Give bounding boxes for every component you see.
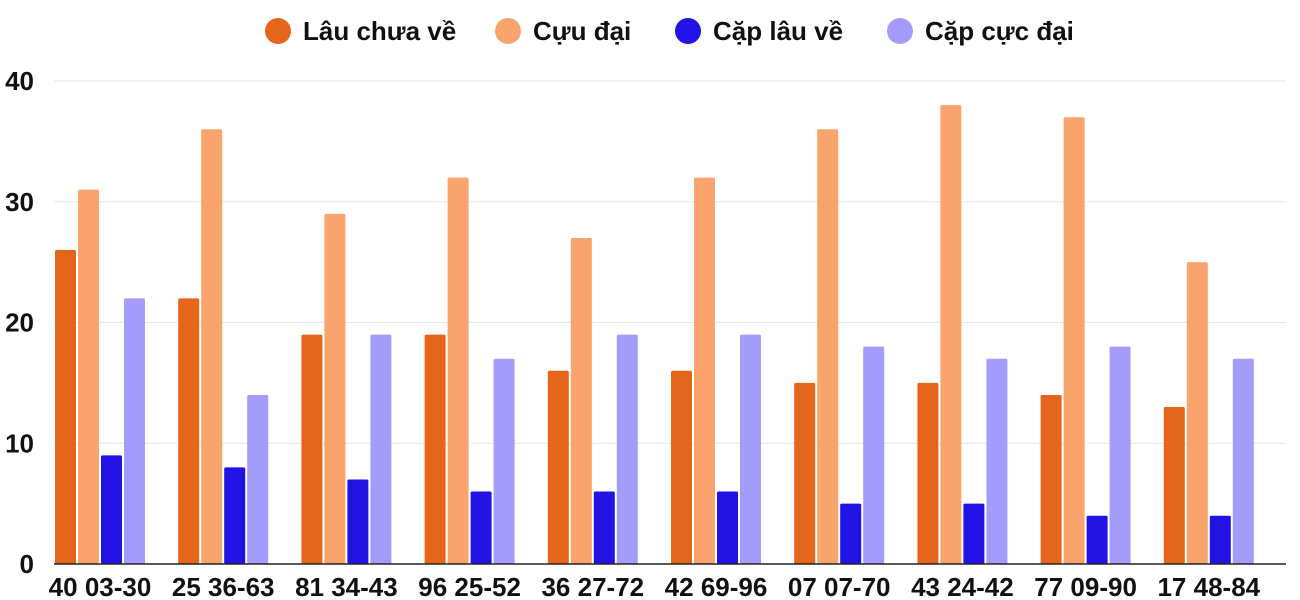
y-axis-ticks: 0 10 20 30 40	[5, 66, 34, 579]
x-category-label: 77 09-90	[1034, 572, 1137, 600]
bar	[224, 467, 246, 564]
bar	[1109, 346, 1131, 564]
bar	[1209, 515, 1231, 564]
bar	[671, 370, 692, 564]
y-tick-label: 0	[20, 549, 34, 579]
bar-group	[794, 129, 885, 565]
legend-swatch	[495, 18, 521, 44]
bar	[178, 298, 200, 564]
legend-label: Cặp cực đại	[925, 16, 1074, 46]
bar-group	[1163, 262, 1254, 564]
bar	[1186, 262, 1208, 564]
bar	[740, 334, 761, 564]
legend-item: Cặp lâu về	[675, 16, 843, 46]
legend-swatch	[265, 18, 291, 44]
bar	[840, 503, 862, 564]
bar	[963, 503, 985, 564]
y-tick-label: 10	[5, 428, 34, 458]
bar	[717, 491, 738, 564]
bar	[247, 394, 269, 564]
bar	[1163, 407, 1185, 564]
legend: Lâu chưa về Cựu đại Cặp lâu về Cặp cực đại	[265, 16, 1074, 46]
bar	[55, 250, 76, 565]
bar-group	[424, 177, 515, 564]
bar	[593, 491, 615, 564]
bar-group	[1040, 117, 1131, 564]
x-axis-category-labels: 40 03-30 25 36-63 81 34-43 96 25-52 36 27-72…	[49, 572, 1261, 600]
bar	[863, 346, 885, 564]
legend-label: Lâu chưa về	[303, 16, 456, 46]
bar	[470, 491, 492, 564]
x-category-label: 96 25-52	[418, 572, 521, 600]
bar	[817, 129, 839, 565]
bar	[101, 455, 122, 564]
legend-item: Cựu đại	[495, 16, 631, 46]
x-category-label: 17 48-84	[1157, 572, 1260, 600]
x-category-label: 81 34-43	[295, 572, 398, 600]
x-category-label: 43 24-42	[911, 572, 1014, 600]
legend-label: Cựu đại	[533, 16, 631, 46]
bar	[1040, 394, 1062, 564]
bar	[940, 105, 962, 565]
bar	[370, 334, 392, 564]
bar-group	[547, 237, 638, 564]
legend-label: Cặp lâu về	[713, 16, 843, 46]
bar	[201, 129, 223, 565]
x-category-label: 07 07-70	[788, 572, 891, 600]
bar-group	[671, 177, 761, 564]
bar	[616, 334, 638, 564]
bar	[1063, 117, 1085, 564]
legend-swatch	[675, 18, 701, 44]
bar	[493, 358, 515, 564]
y-tick-label: 40	[5, 66, 34, 96]
bar	[347, 479, 369, 564]
bar	[447, 177, 469, 564]
x-category-label: 40 03-30	[49, 572, 152, 600]
bar	[301, 334, 323, 564]
bar-group	[178, 129, 269, 565]
bar	[547, 370, 569, 564]
bar	[124, 298, 145, 564]
bar	[1086, 515, 1108, 564]
bar	[917, 382, 939, 564]
gridlines	[54, 80, 1286, 444]
legend-item: Lâu chưa về	[265, 16, 456, 46]
bars	[55, 105, 1254, 565]
x-category-label: 42 69-96	[665, 572, 768, 600]
bar	[794, 382, 816, 564]
bar-group	[55, 189, 145, 565]
bar	[570, 237, 592, 564]
bar	[1232, 358, 1254, 564]
bar-group	[917, 105, 1008, 565]
y-tick-label: 20	[5, 308, 34, 338]
legend-item: Cặp cực đại	[887, 16, 1074, 46]
bar	[424, 334, 446, 564]
bar	[694, 177, 715, 564]
bar	[324, 213, 346, 564]
x-category-label: 36 27-72	[541, 572, 644, 600]
bar	[78, 189, 99, 565]
bar-group	[301, 213, 392, 564]
legend-swatch	[887, 18, 913, 44]
x-category-label: 25 36-63	[172, 572, 275, 600]
y-tick-label: 30	[5, 187, 34, 217]
bar	[986, 358, 1008, 564]
